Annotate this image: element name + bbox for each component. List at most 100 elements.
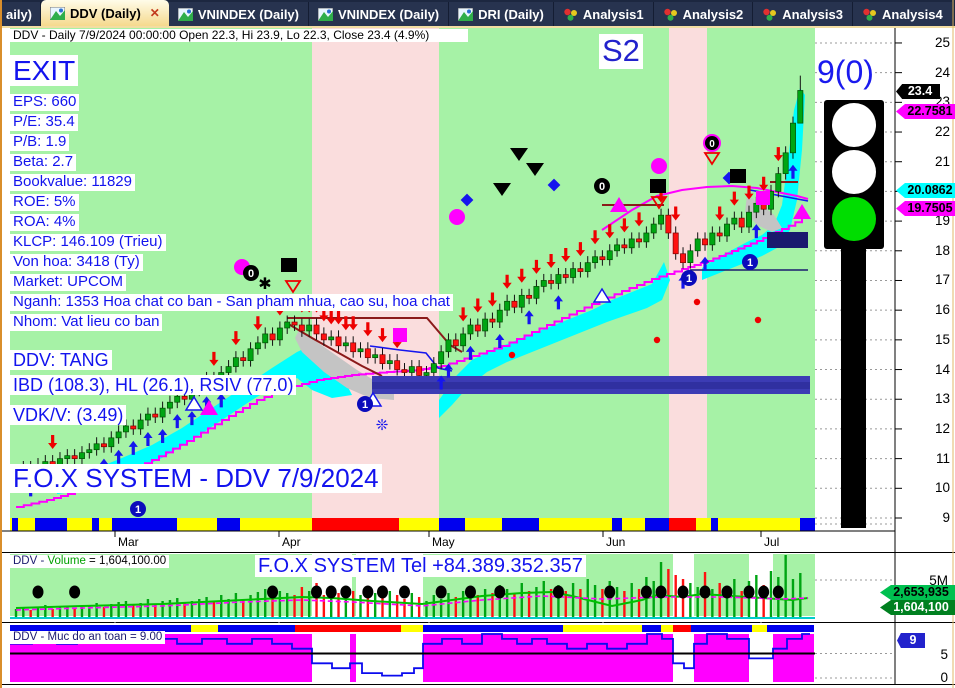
- price-axis-label: 21: [934, 153, 950, 169]
- high-volume-dot: [377, 585, 388, 599]
- high-volume-dot: [398, 585, 410, 599]
- tab-dri-daily-[interactable]: DRI (Daily): [449, 2, 554, 26]
- high-volume-dot: [267, 585, 279, 599]
- high-volume-dot: [640, 585, 652, 599]
- price-axis-label: 17: [934, 272, 950, 288]
- indicator-values-label: IBD (108.3), HL (26.1), RSIV (77.0): [10, 375, 297, 396]
- price-axis-label: 22: [934, 124, 950, 140]
- price-axis-label: 25: [934, 34, 950, 50]
- high-volume-dot: [69, 585, 81, 599]
- volume-label-symbol: DDV -: [13, 555, 48, 567]
- badge-0-marker: [594, 178, 610, 194]
- tab-vnindex-daily-[interactable]: VNINDEX (Daily): [168, 2, 309, 26]
- high-volume-dot: [743, 585, 755, 599]
- black-tri-down-marker: [510, 148, 528, 161]
- high-volume-dot: [758, 585, 770, 599]
- volume-label-value: = 1,604,100.00: [85, 555, 167, 567]
- tab-vnindex-daily-[interactable]: VNINDEX (Daily): [309, 2, 450, 26]
- black-square-marker: [730, 169, 746, 183]
- high-volume-dot: [362, 585, 374, 599]
- safety-zone-block: [694, 634, 749, 682]
- red-tri-outline-marker: [650, 196, 668, 210]
- tab-analysis1[interactable]: Analysis1: [553, 2, 654, 26]
- score-label: 9(0): [817, 54, 874, 91]
- magenta-ma-line: [601, 184, 809, 231]
- pink-band: [312, 28, 439, 518]
- high-volume-dot: [699, 585, 711, 599]
- svg-text:0: 0: [709, 139, 715, 150]
- vdk-label: VDK/V: (3.49): [10, 405, 127, 426]
- high-volume-dot: [552, 585, 564, 599]
- black-square-marker: [650, 179, 666, 193]
- signal-markers: 0 ✱ 0 0 1 1 1 1 ❊: [26, 134, 811, 517]
- tab-close-button[interactable]: ✕: [149, 6, 160, 20]
- svg-text:1: 1: [747, 257, 753, 269]
- maroon-ma-line: [284, 321, 383, 377]
- magenta-square-marker: [393, 328, 407, 342]
- price-axis-label: 24: [934, 64, 950, 80]
- blue-tri-outline-marker: [184, 395, 204, 411]
- magenta-circle-marker: [651, 158, 667, 174]
- tab-analysis3[interactable]: Analysis3: [753, 2, 853, 26]
- price-axis-label: 15: [934, 331, 950, 347]
- traffic-light-pole: [841, 249, 866, 528]
- price-axis-label: 18: [934, 242, 950, 258]
- safety-axis-5-label: 5: [940, 647, 948, 662]
- tab-bar: aily) DDV (Daily) ✕ VNINDEX (Daily) VNINDEX …: [2, 0, 955, 28]
- price-axis-label: 16: [934, 302, 950, 318]
- svg-text:1: 1: [135, 504, 141, 516]
- analysis-tab-icon: [564, 8, 577, 21]
- stat-line-nhom: Nhom: Vat lieu co ban: [10, 313, 163, 331]
- magenta-circle-marker: [449, 209, 465, 225]
- badge-0-marker: [243, 265, 259, 281]
- trend-label: DDV: TANG: [10, 350, 112, 371]
- tab-label: DRI (Daily): [478, 6, 544, 22]
- chart-tab-icon: [50, 6, 65, 20]
- chart-tab-icon: [177, 7, 193, 21]
- tab-label: DDV (Daily): [70, 5, 141, 21]
- analysis-tab-icon: [763, 8, 777, 21]
- price-axis-label: 19: [934, 213, 950, 229]
- safety-step-line: [10, 633, 810, 677]
- tab-aily-[interactable]: aily): [2, 2, 41, 26]
- volume-magenta-ma: [15, 595, 809, 611]
- stat-line-market: Market: UPCOM: [10, 273, 127, 291]
- svg-text:1: 1: [362, 399, 368, 411]
- analysis-tab-icon: [863, 8, 876, 21]
- tab-label: Analysis4: [881, 6, 943, 22]
- safety-panel-label: DDV - Muc do an toan = 9.00: [10, 631, 166, 644]
- stat-line-roa: ROA: 4%: [10, 213, 79, 231]
- black-square-marker: [281, 258, 297, 272]
- badge-1-marker: [357, 396, 373, 412]
- exit-signal-label: EXIT: [10, 55, 79, 87]
- tab-label: aily): [6, 6, 33, 22]
- safety-axis-0-label: 0: [940, 670, 948, 685]
- high-volume-dot: [325, 585, 337, 599]
- volume-tag: 1,604,100: [880, 600, 955, 615]
- month-label-jun: Jun: [606, 535, 626, 549]
- red-dot-marker: [754, 316, 762, 324]
- tab-ddv-daily-[interactable]: DDV (Daily) ✕: [41, 0, 169, 26]
- red-dot-marker: [508, 351, 516, 359]
- ohlc-title: DDV - Daily 7/9/2024 00:00:00 Open 22.3,…: [10, 28, 468, 43]
- tab-analysis2[interactable]: Analysis2: [653, 2, 754, 26]
- svg-text:1: 1: [686, 273, 692, 285]
- traffic-light-top-lamp: [832, 103, 876, 147]
- price-tag-20.0862: 20.0862: [896, 183, 955, 198]
- signal-s2-label: S2: [599, 33, 643, 69]
- badge-1-marker: [742, 254, 758, 270]
- safety-value-tag: 9: [897, 633, 925, 648]
- red-tri-outline-marker: [284, 280, 302, 294]
- volume-tag: 2,653,935: [880, 585, 955, 600]
- stat-line-beta: Beta: 2.7: [10, 153, 77, 171]
- safety-panel: [10, 624, 892, 684]
- red-dot-marker: [653, 336, 661, 344]
- navy-consolidation-box: [767, 232, 808, 248]
- black-tri-down-marker: [526, 163, 544, 176]
- month-label-apr: Apr: [282, 535, 301, 549]
- candlesticks: [13, 75, 804, 480]
- navy-overlays: [372, 232, 810, 394]
- badge-1-marker: [130, 501, 146, 517]
- tab-analysis4[interactable]: Analysis4: [852, 2, 953, 26]
